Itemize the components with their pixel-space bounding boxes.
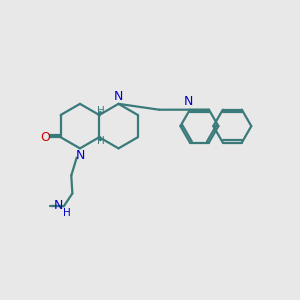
Text: H: H [97,136,105,146]
Text: H: H [97,106,105,116]
Text: N: N [75,149,85,162]
Text: N: N [54,200,63,212]
Text: H: H [62,208,70,218]
Text: N: N [184,95,194,108]
Text: N: N [114,90,123,103]
Text: O: O [40,131,50,144]
